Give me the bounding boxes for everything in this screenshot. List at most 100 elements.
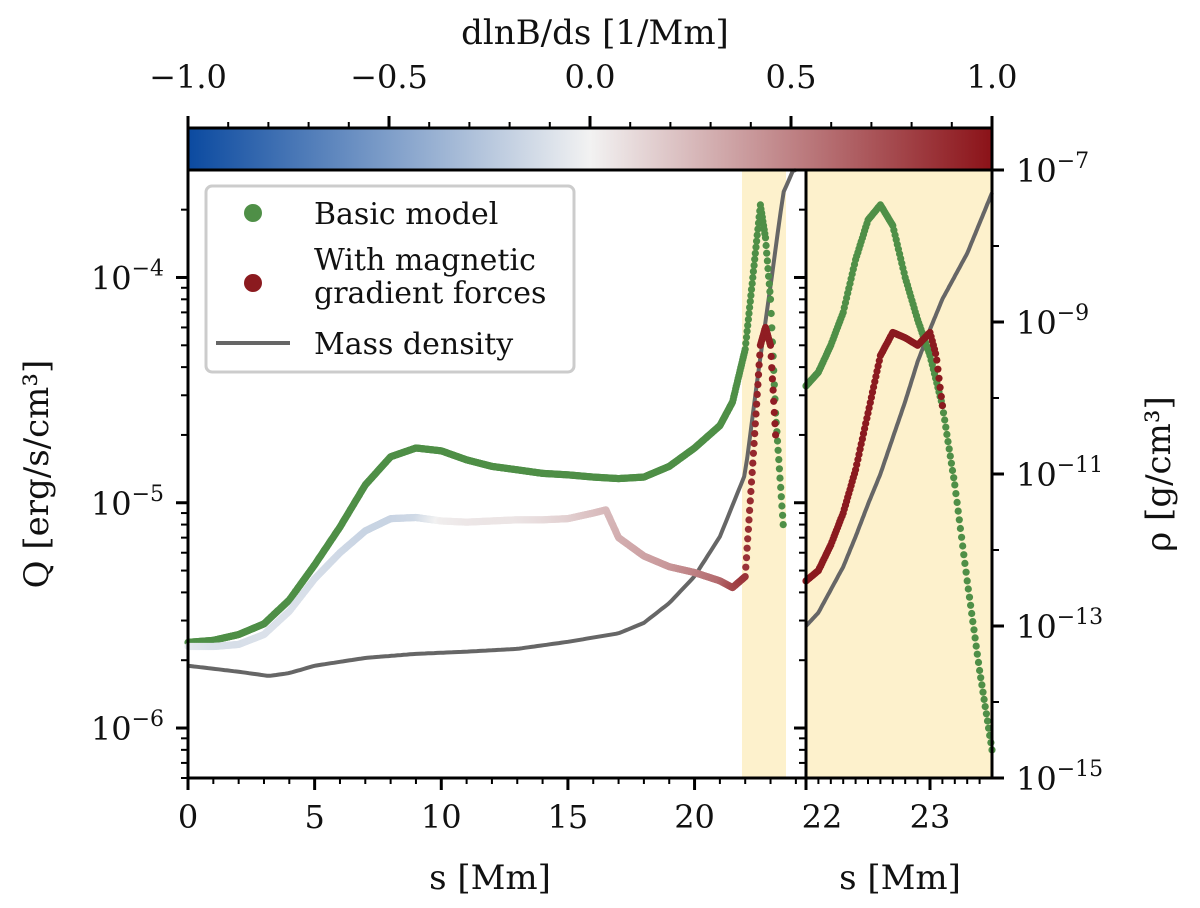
y2-tick-label: 10−15 [1016, 757, 1103, 798]
basic-point [945, 445, 953, 453]
basic-point [968, 609, 976, 618]
magnetic-point [745, 516, 753, 524]
magnetic-point [746, 506, 754, 514]
basic-point [983, 717, 992, 725]
magnetic-point [747, 487, 755, 496]
legend-basic-label: Basic model [314, 197, 498, 232]
basic-point [942, 423, 950, 431]
basic-point [956, 524, 965, 533]
magnetic-point [755, 361, 763, 369]
basic-point [985, 724, 993, 732]
y2-tick-label: 10−11 [1016, 453, 1103, 494]
legend-density-label: Mass density [314, 327, 513, 362]
magnetic-point [932, 349, 940, 358]
magnetic-point [936, 383, 944, 391]
legend-box [204, 184, 576, 374]
x-tick-label: 22 [802, 798, 843, 836]
left-basic-points [184, 201, 787, 647]
colorbar: dlnB/ds [1/Mm] −1.0 −0.5 0.0 0.5 1.0 [149, 13, 1017, 172]
x-tick-label: 5 [304, 798, 324, 836]
x-tick-label: 20 [674, 798, 715, 836]
magnetic-point [753, 390, 761, 398]
basic-point [750, 261, 758, 269]
colorbar-tick-label: 1.0 [967, 58, 1018, 96]
basic-point [974, 658, 983, 667]
basic-point [742, 339, 750, 347]
basic-point [751, 249, 759, 257]
basic-point [763, 257, 772, 265]
basic-point [980, 695, 988, 704]
magnetic-point [766, 341, 775, 349]
magnetic-point [772, 431, 780, 439]
magnetic-point [768, 375, 777, 383]
magnetic-point [935, 374, 943, 382]
basic-point [951, 481, 959, 489]
magnetic-point [937, 392, 945, 401]
basic-point [775, 456, 783, 464]
basic-point [958, 533, 966, 541]
basic-point [777, 493, 785, 501]
colorbar-ticks: −1.0 −0.5 0.0 0.5 1.0 [149, 58, 1017, 128]
magnetic-point [741, 573, 749, 581]
basic-point [763, 249, 771, 257]
basic-point [778, 502, 786, 510]
basic-point [953, 498, 961, 506]
basic-point [765, 272, 773, 280]
x-tick-label: 10 [421, 798, 462, 836]
basic-point [972, 642, 980, 650]
magnetic-point [769, 386, 777, 394]
magnetic-point [743, 544, 751, 552]
colorbar-gradient [186, 126, 994, 172]
basic-point [765, 280, 773, 288]
basic-point [766, 288, 774, 296]
magnetic-point [754, 371, 763, 379]
colorbar-tick-label: 0.5 [766, 58, 817, 96]
magnetic-point [771, 420, 779, 428]
legend-magnetic-marker [244, 274, 262, 292]
magnetic-point [933, 356, 941, 364]
basic-point [748, 279, 756, 288]
basic-point [979, 688, 987, 696]
basic-point [743, 327, 751, 335]
basic-point [959, 542, 967, 550]
basic-point [745, 309, 753, 317]
x-tick-label: 15 [548, 798, 589, 836]
basic-point [943, 430, 951, 438]
magnetic-point [770, 408, 778, 417]
basic-point [766, 295, 775, 303]
x-tick-label: 23 [910, 798, 951, 836]
y-tick-label: 10−5 [91, 482, 164, 523]
basic-point [753, 237, 761, 245]
y2-tick-label: 10−9 [1016, 301, 1089, 342]
magnetic-point [747, 478, 756, 486]
magnetic-point [746, 497, 754, 505]
y-tick-label: 10−4 [91, 256, 164, 297]
basic-point [963, 577, 971, 585]
basic-point [747, 285, 756, 293]
basic-point [746, 297, 754, 305]
basic-point [946, 452, 954, 460]
magnetic-point [748, 468, 756, 477]
basic-point [773, 437, 782, 445]
basic-point [954, 507, 962, 515]
basic-point [746, 303, 754, 311]
legend-basic-marker [244, 204, 262, 222]
basic-point [775, 465, 784, 473]
right-highlight-region [806, 170, 992, 778]
basic-point [744, 321, 752, 329]
basic-point [955, 516, 963, 524]
basic-point [967, 601, 975, 609]
magnetic-point [751, 420, 759, 428]
y2-axis-label: ρ [g/cm³] [1139, 396, 1179, 551]
basic-point [973, 650, 981, 658]
magnetic-point [754, 381, 762, 389]
magnetic-point [938, 402, 947, 410]
basic-point [939, 409, 948, 417]
basic-point [774, 446, 782, 454]
magnetic-point [744, 535, 752, 543]
colorbar-tick-label: 0.0 [565, 58, 616, 96]
basic-point [947, 459, 956, 467]
basic-point [976, 666, 984, 675]
magnetic-point [756, 351, 764, 359]
y2-tick-label: 10−7 [1016, 149, 1089, 190]
